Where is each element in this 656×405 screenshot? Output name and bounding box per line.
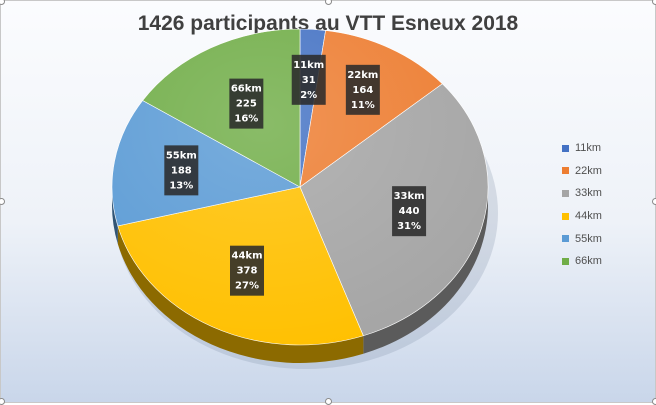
data-label-category: 66km: [231, 84, 262, 95]
data-label-value: 164: [352, 85, 373, 96]
resize-handle-top-left[interactable]: [0, 0, 5, 5]
data-label-box: [291, 54, 326, 105]
data-label-box: [392, 186, 427, 237]
legend-item-66km[interactable]: 66km: [562, 250, 632, 273]
data-label-category: 55km: [166, 150, 197, 161]
data-label-category: 44km: [232, 251, 263, 262]
data-label-value: 225: [236, 99, 257, 110]
resize-handle-left[interactable]: [0, 198, 5, 205]
legend-swatch: [562, 212, 569, 220]
data-label-category: 11km: [293, 60, 324, 71]
data-label-category: 22km: [347, 70, 378, 81]
data-label-percent: 27%: [235, 281, 259, 292]
legend-label: 11km: [575, 142, 602, 155]
data-label-percent: 16%: [234, 114, 258, 125]
data-label-value: 188: [171, 165, 192, 176]
legend-label: 44km: [575, 210, 602, 223]
legend-swatch: [562, 235, 569, 243]
legend: 11km 22km 33km 44km 55km 66km: [562, 137, 632, 273]
data-label-box: [164, 145, 199, 196]
data-label-percent: 13%: [169, 180, 193, 191]
data-label-22km: 22km 164 11%: [345, 64, 380, 115]
legend-swatch: [562, 189, 569, 197]
data-label-66km: 66km 225 16%: [229, 78, 264, 129]
legend-item-33km[interactable]: 33km: [562, 182, 632, 205]
data-label-value: 378: [237, 266, 258, 277]
data-label-44km: 44km 378 27%: [230, 245, 265, 296]
data-label-value: 31: [302, 75, 316, 86]
legend-swatch: [562, 167, 569, 175]
legend-swatch: [562, 144, 569, 152]
resize-handle-top-right[interactable]: [652, 0, 656, 5]
legend-item-11km[interactable]: 11km: [562, 137, 632, 160]
legend-item-44km[interactable]: 44km: [562, 205, 632, 228]
legend-label: 55km: [575, 232, 602, 245]
data-label-category: 33km: [394, 191, 425, 202]
data-label-percent: 31%: [397, 221, 421, 232]
resize-handle-top[interactable]: [325, 0, 332, 5]
data-label-11km: 11km 31 2%: [291, 54, 326, 105]
pie-side-44km: [117, 225, 364, 363]
data-label-box: [230, 245, 265, 296]
data-labels: 11km 31 2% 22km 164 11% 33km 440 31% 44km 378 27% 55…: [164, 54, 427, 296]
data-label-55km: 55km 188 13%: [164, 145, 199, 196]
data-label-33km: 33km 440 31%: [392, 186, 427, 237]
data-label-box: [345, 64, 380, 115]
legend-item-55km[interactable]: 55km: [562, 227, 632, 250]
resize-handle-right[interactable]: [652, 198, 656, 205]
legend-label: 66km: [575, 255, 602, 268]
data-label-box: [229, 78, 264, 129]
legend-label: 33km: [575, 187, 602, 200]
legend-label: 22km: [575, 164, 602, 177]
data-label-percent: 2%: [300, 90, 317, 101]
legend-swatch: [562, 257, 569, 265]
data-label-value: 440: [399, 206, 420, 217]
legend-item-22km[interactable]: 22km: [562, 160, 632, 183]
data-label-percent: 11%: [351, 100, 375, 111]
